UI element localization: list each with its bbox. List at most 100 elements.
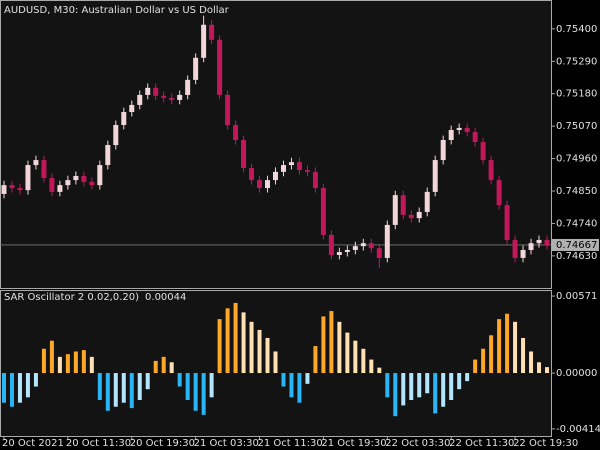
- y-tick-label: 0.00000: [556, 368, 597, 379]
- histogram-bar: [361, 348, 366, 374]
- candle-body: [296, 162, 302, 171]
- candle-body: [280, 165, 286, 172]
- histogram-bar: [145, 373, 150, 390]
- candle-body: [400, 195, 406, 215]
- candle-body: [528, 243, 534, 250]
- histogram-bar: [241, 312, 246, 374]
- candle-body: [440, 140, 446, 161]
- histogram-bar: [81, 350, 86, 374]
- histogram-bar: [425, 373, 430, 394]
- x-tick-label: 20 Oct 11:30: [66, 438, 131, 449]
- histogram-bar: [513, 321, 518, 374]
- histogram-bar: [169, 362, 174, 374]
- candle-body: [416, 211, 422, 219]
- candle-body: [81, 175, 87, 182]
- histogram-bar: [105, 373, 110, 411]
- current-price-box: [552, 238, 599, 251]
- histogram-bar: [65, 354, 70, 374]
- histogram-bar: [49, 340, 54, 374]
- histogram-bar: [313, 346, 318, 374]
- histogram-bar: [73, 351, 78, 374]
- histogram-bar: [409, 373, 414, 401]
- histogram-bar: [473, 359, 478, 374]
- histogram-bar: [417, 373, 422, 398]
- y-tick-label: -0.00414: [556, 424, 600, 435]
- histogram-bar: [457, 373, 462, 390]
- candle-body: [49, 178, 55, 192]
- x-tick-label: 21 Oct 03:30: [194, 438, 259, 449]
- histogram-bar: [497, 319, 502, 374]
- x-tick-label: 20 Oct 2021: [2, 438, 64, 449]
- candle-body: [512, 239, 518, 258]
- y-tick-label: 0.74960: [556, 154, 597, 165]
- candle-body: [424, 191, 430, 212]
- candle-body: [304, 170, 310, 172]
- histogram-bar: [305, 373, 310, 384]
- candle-body: [472, 132, 478, 143]
- candle-body: [153, 87, 159, 96]
- histogram-bar: [521, 337, 526, 374]
- current-price-label: 0.74667: [556, 240, 597, 251]
- y-tick-label: 0.74850: [556, 186, 597, 197]
- candle-body: [145, 87, 151, 95]
- histogram-bar: [25, 373, 30, 398]
- candle-body: [9, 185, 15, 189]
- candle-body: [328, 234, 334, 255]
- histogram-bar: [505, 313, 510, 374]
- candle-body: [488, 160, 494, 181]
- candle-body: [161, 95, 167, 98]
- histogram-bar: [273, 351, 278, 374]
- candle-body: [536, 239, 542, 244]
- histogram-bar: [249, 321, 254, 374]
- histogram-bar: [177, 373, 182, 387]
- candle-body: [185, 79, 191, 95]
- candle-body: [344, 249, 350, 253]
- candle-body: [392, 195, 398, 225]
- histogram-bar: [185, 373, 190, 401]
- histogram-bar: [449, 373, 454, 401]
- candle-body: [464, 127, 470, 133]
- y-tick-label: 0.75290: [556, 56, 597, 67]
- candle-body: [312, 171, 318, 189]
- candle-body: [201, 24, 207, 58]
- histogram-bar: [89, 356, 94, 374]
- x-tick-label: 20 Oct 19:30: [130, 438, 195, 449]
- histogram-bar: [153, 360, 158, 374]
- histogram-bar: [441, 373, 446, 407]
- candle-body: [336, 252, 342, 255]
- candle-body: [241, 140, 247, 169]
- histogram-bar: [217, 319, 222, 374]
- histogram-bar: [265, 337, 270, 374]
- candle-body: [225, 94, 231, 125]
- histogram-bar: [113, 373, 118, 407]
- candle-body: [209, 24, 215, 40]
- histogram-bar: [57, 356, 62, 374]
- histogram-bar: [345, 332, 350, 374]
- candle-body: [25, 165, 31, 191]
- candle-body: [41, 160, 47, 179]
- candle-body: [137, 94, 143, 105]
- candle-body: [65, 180, 71, 186]
- histogram-bar: [329, 311, 334, 374]
- y-tick-label: 0.75400: [556, 24, 597, 35]
- histogram-bar: [129, 373, 134, 409]
- candle-body: [520, 249, 526, 258]
- histogram-bar: [257, 329, 262, 374]
- histogram-bar: [97, 373, 102, 401]
- histogram-bar: [209, 373, 214, 398]
- indicator-title: SAR Oscillator 2 0.02,0.20): [4, 292, 139, 303]
- candle-body: [480, 142, 486, 161]
- histogram-bar: [537, 362, 542, 374]
- candle-body: [177, 94, 183, 100]
- indicator-value: 0.00044: [145, 292, 186, 303]
- histogram-bar: [433, 373, 438, 414]
- histogram-bar: [33, 373, 38, 387]
- chart-title: AUDUSD, M30: Australian Dollar vs US Dol…: [4, 5, 230, 16]
- histogram-bar: [481, 348, 486, 374]
- histogram-bar: [297, 373, 302, 403]
- x-tick-label: 21 Oct 19:30: [321, 438, 386, 449]
- histogram-bar: [393, 373, 398, 417]
- histogram-bar: [465, 373, 470, 382]
- candle-body: [193, 57, 199, 80]
